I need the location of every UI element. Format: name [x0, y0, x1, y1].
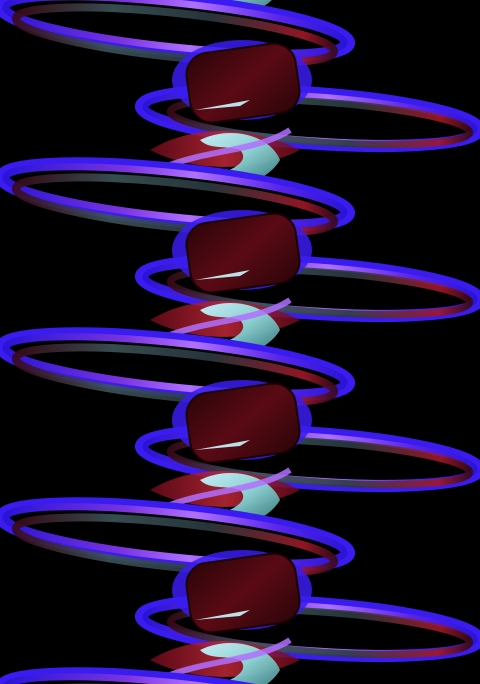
violet-swirl: [168, 127, 292, 168]
helix-segment: [0, 667, 356, 684]
outer-ring: [0, 0, 356, 63]
violet-swirl: [168, 297, 292, 338]
outer-ring-highlight: [2, 673, 348, 684]
ice-shard: [195, 610, 250, 620]
inner-ring: [11, 173, 339, 237]
core-block: [185, 552, 301, 634]
inner-ring: [11, 343, 339, 407]
core-block: [185, 382, 301, 464]
helix-segment: [0, 327, 480, 524]
violet-swirl: [168, 467, 292, 508]
core-block: [185, 42, 301, 124]
helix-segment: [0, 0, 480, 184]
inner-ring: [11, 513, 339, 577]
helix-segment: [0, 157, 480, 354]
outer-ring: [0, 667, 356, 684]
inner-ring: [11, 3, 339, 67]
ice-shard: [195, 270, 250, 280]
inner-ring: [166, 95, 474, 149]
ice-shard: [195, 440, 250, 450]
outer-ring: [0, 327, 356, 403]
outer-ring: [0, 157, 356, 233]
outer-ring-highlight: [2, 0, 348, 57]
inner-ring: [166, 605, 474, 659]
violet-swirl: [168, 637, 292, 678]
helix-segment: [0, 497, 480, 684]
outer-ring: [0, 497, 356, 573]
core-block: [185, 212, 301, 294]
inner-ring: [166, 265, 474, 319]
ice-shard: [195, 100, 250, 110]
inner-ring: [166, 435, 474, 489]
